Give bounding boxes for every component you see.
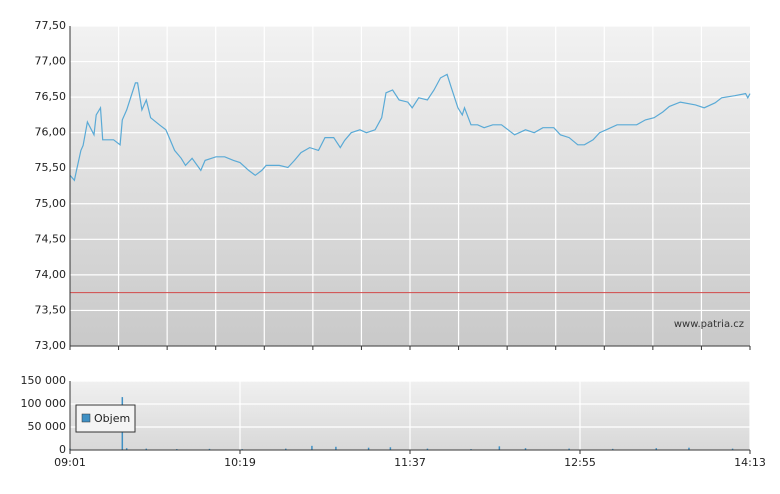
x-tick-label: 12:55: [564, 456, 596, 469]
y-tick-label: 77,00: [35, 55, 67, 68]
y-tick-label: 74,00: [35, 268, 67, 281]
y-tick-label: 0: [59, 443, 66, 456]
y-tick-label: 74,50: [35, 232, 67, 245]
volume-bar: [524, 448, 527, 450]
volume-bar: [498, 446, 501, 450]
volume-bar: [688, 447, 690, 450]
y-tick-label: 76,00: [35, 126, 67, 139]
y-tick-label: 150 000: [21, 374, 67, 387]
volume-bar: [125, 448, 128, 450]
legend-label: Objem: [94, 412, 130, 425]
x-tick-label: 11:37: [394, 456, 426, 469]
volume-bar: [208, 448, 211, 450]
y-tick-label: 73,00: [35, 339, 67, 352]
volume-bar: [655, 448, 658, 450]
legend-swatch: [81, 413, 91, 423]
x-tick-label: 10:19: [224, 456, 256, 469]
y-tick-label: 50 000: [28, 420, 67, 433]
volume-bar: [311, 445, 313, 450]
price-line: [69, 73, 751, 182]
volume-bar: [426, 448, 429, 450]
x-tick-label: 09:01: [54, 456, 86, 469]
volume-bar: [335, 446, 337, 450]
volume-bar: [285, 448, 287, 450]
y-tick-label: 76,50: [35, 90, 67, 103]
x-tick-label: 14:13: [734, 456, 766, 469]
volume-bar: [389, 447, 392, 450]
watermark: www.patria.cz: [674, 319, 744, 330]
y-tick-label: 100 000: [21, 397, 67, 410]
volume-bar: [367, 447, 370, 450]
y-tick-label: 75,50: [35, 161, 67, 174]
legend: Objem: [75, 404, 136, 433]
volume-bar: [611, 448, 614, 450]
volume-bar: [145, 448, 148, 450]
y-tick-label: 77,50: [35, 19, 67, 32]
volume-bar: [731, 448, 734, 450]
y-tick-label: 73,50: [35, 303, 67, 316]
y-tick-label: 75,00: [35, 197, 67, 210]
volume-bar: [568, 448, 570, 450]
